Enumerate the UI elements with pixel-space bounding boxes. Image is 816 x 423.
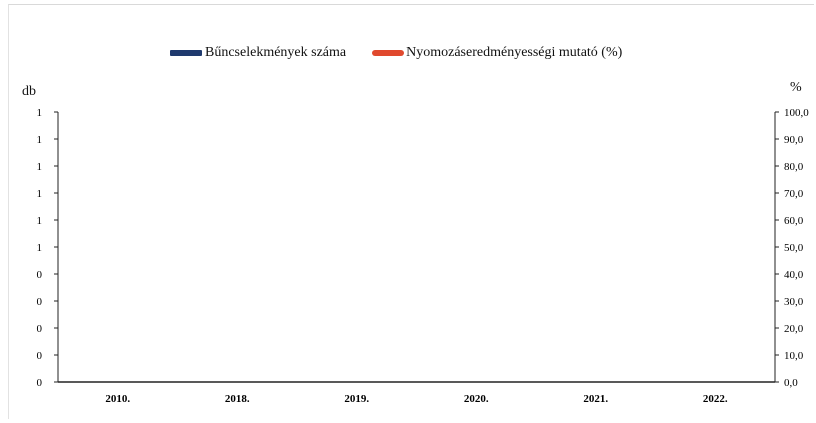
y2-tick-label: 40,0 [784,269,804,281]
y2-tick-label: 0,0 [784,377,798,389]
y-tick-label: 1 [37,188,43,200]
x-tick-label: 2018. [225,393,250,405]
y2-tick-label: 80,0 [784,161,804,173]
y-tick-label: 1 [37,242,43,254]
chart-frame [8,4,814,419]
y-axis-title: db [22,84,36,99]
y2-tick-label: 90,0 [784,134,804,146]
legend: Bűncselekmények száma Nyomozáseredményes… [170,43,622,63]
y-tick-label: 1 [37,107,43,119]
x-tick-label: 2019. [344,393,369,405]
legend-label-line: Nyomozáseredményességi mutató (%) [406,45,623,60]
y2-tick-label: 20,0 [784,323,804,335]
y2-tick-label: 100,0 [784,107,809,119]
y-tick-label: 0 [37,269,43,281]
y2-tick-label: 60,0 [784,215,804,227]
y2-tick-label: 10,0 [784,350,804,362]
y-tick-label: 0 [37,350,43,362]
y2-tick-label: 30,0 [784,296,804,308]
y2-tick-label: 50,0 [784,242,804,254]
y-tick-label: 1 [37,215,43,227]
y2-tick-label: 70,0 [784,188,804,200]
legend-item-bar: Bűncselekmények száma [170,45,346,61]
legend-item-line: Nyomozáseredményességi mutató (%) [346,45,622,61]
y-tick-label: 1 [37,134,43,146]
x-tick-label: 2021. [583,393,608,405]
x-tick-label: 2010. [105,393,130,405]
legend-label-bar: Bűncselekmények száma [205,45,347,60]
y-tick-label: 0 [37,323,43,335]
x-tick-label: 2022. [703,393,728,405]
y-tick-label: 1 [37,161,43,173]
y2-axis-title: % [790,80,802,95]
y-tick-label: 0 [37,377,43,389]
x-tick-label: 2020. [464,393,489,405]
legend-swatch-bar [170,50,202,56]
y-tick-label: 0 [37,296,43,308]
legend-swatch-line [372,50,405,56]
